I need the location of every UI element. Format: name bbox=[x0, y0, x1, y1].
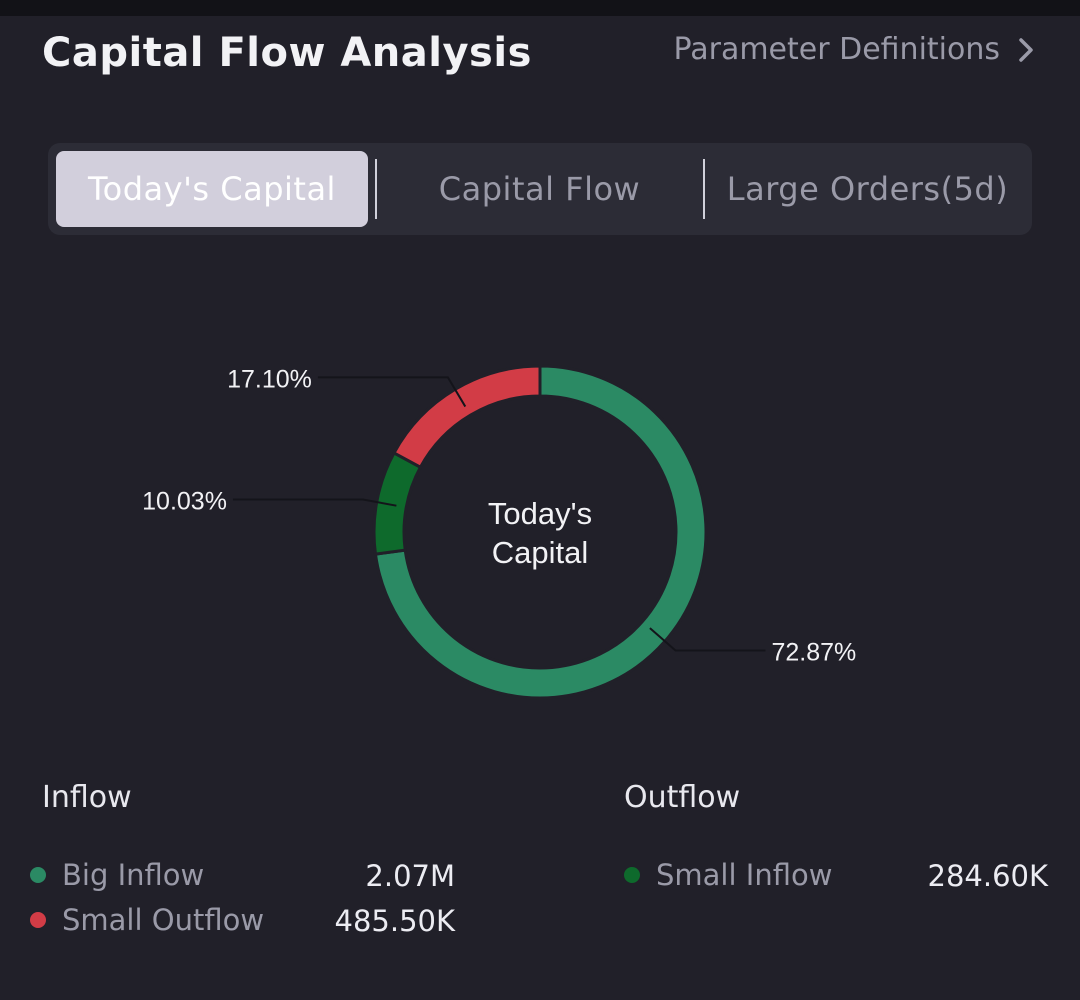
legend-item-small-inflow: Small Inflow bbox=[624, 855, 832, 895]
legend-value: 284.60K bbox=[927, 859, 1049, 893]
center-label: Today's bbox=[488, 496, 592, 531]
tab-bar: Today's Capital Capital Flow Large Order… bbox=[48, 143, 1032, 235]
legend-dot bbox=[30, 867, 46, 883]
leader-line bbox=[232, 498, 397, 507]
chevron-right-icon bbox=[1018, 37, 1034, 63]
legend-item-small-outflow: Small Outflow bbox=[30, 900, 264, 940]
outflow-heading: Outflow bbox=[624, 780, 741, 815]
donut-slice bbox=[391, 364, 542, 470]
tab-capital-flow[interactable]: Capital Flow bbox=[438, 170, 641, 208]
leader-line bbox=[649, 627, 766, 652]
slice-label: 17.10% bbox=[227, 365, 312, 393]
legend-label: Small Inflow bbox=[656, 858, 833, 892]
legend-value: 485.50K bbox=[334, 904, 456, 938]
donut-slice bbox=[373, 364, 708, 700]
legend-dot bbox=[30, 912, 46, 928]
parameter-definitions-link[interactable]: Parameter Definitions bbox=[673, 32, 1034, 67]
slice-label: 72.87% bbox=[772, 638, 857, 666]
tab-todays-capital[interactable]: Today's Capital bbox=[56, 151, 368, 227]
donut-chart: 72.87% 10.03% 17.10% Today's Capital bbox=[142, 364, 857, 700]
legend-label: Big Inflow bbox=[62, 858, 205, 892]
legend-item-big-inflow: Big Inflow bbox=[30, 855, 204, 895]
tab-large-orders[interactable]: Large Orders(5d) bbox=[726, 170, 1009, 208]
inflow-heading: Inflow bbox=[42, 780, 132, 815]
center-label: Capital bbox=[492, 535, 589, 570]
parameter-definitions-label: Parameter Definitions bbox=[673, 32, 1000, 67]
legend-label: Small Outflow bbox=[62, 903, 265, 937]
leader-line bbox=[317, 376, 467, 408]
legend-value: 2.07M bbox=[365, 859, 455, 893]
slice-label: 10.03% bbox=[142, 488, 227, 516]
legend-dot bbox=[624, 867, 640, 883]
tab-divider bbox=[703, 159, 705, 219]
tab-divider bbox=[375, 159, 377, 219]
page-title: Capital Flow Analysis bbox=[42, 30, 532, 76]
status-bar bbox=[0, 0, 1080, 16]
